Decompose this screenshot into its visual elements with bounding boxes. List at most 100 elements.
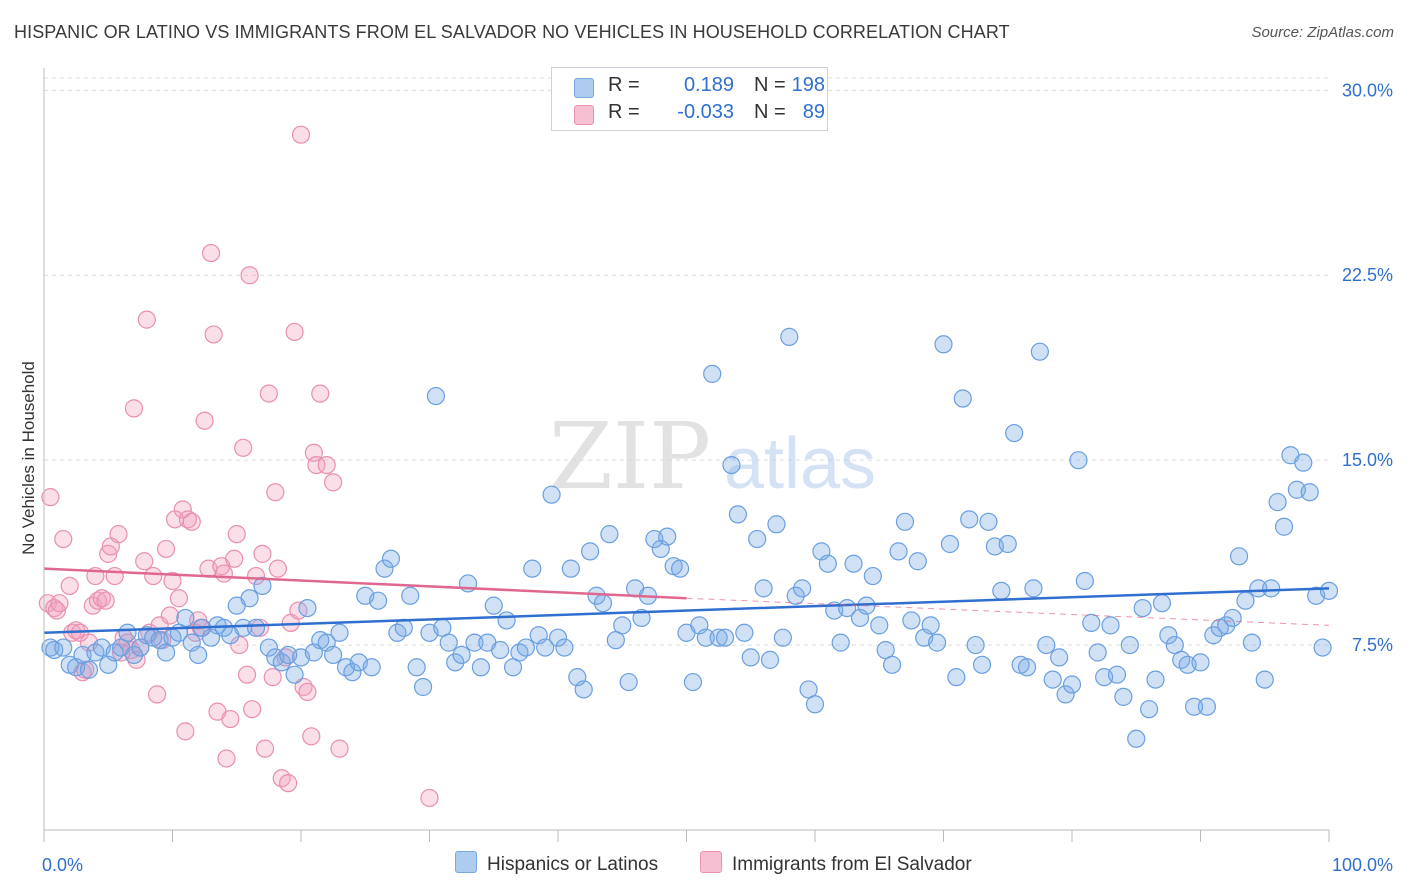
data-point-immigrants — [176, 722, 195, 741]
data-point-hispanics — [587, 586, 606, 605]
data-point-hispanics — [381, 549, 401, 568]
data-point-hispanics — [947, 668, 966, 687]
legend-r-label: R = — [608, 101, 640, 123]
data-point-hispanics — [446, 653, 465, 672]
data-point-hispanics — [234, 618, 253, 637]
data-point-hispanics — [1313, 638, 1332, 657]
data-point-immigrants — [204, 325, 223, 344]
data-point-immigrants — [291, 125, 311, 144]
data-point-hispanics — [452, 645, 471, 665]
data-point-hispanics — [324, 645, 343, 665]
data-point-hispanics — [1050, 648, 1069, 667]
data-point-hispanics — [240, 589, 259, 608]
data-point-hispanics — [536, 638, 555, 657]
data-point-hispanics — [1069, 451, 1088, 470]
data-point-immigrants — [124, 399, 144, 418]
data-point-hispanics — [298, 598, 317, 618]
data-point-hispanics — [1319, 581, 1339, 600]
data-point-immigrants — [60, 576, 79, 596]
data-point-hispanics — [561, 559, 580, 578]
data-point-hispanics — [741, 648, 760, 667]
data-point-hispanics — [1101, 616, 1120, 635]
data-point-immigrants — [137, 310, 156, 329]
data-point-hispanics — [1075, 571, 1094, 591]
data-point-hispanics — [1242, 633, 1262, 652]
watermark-zip: ZIP — [549, 403, 711, 510]
data-point-hispanics — [966, 635, 985, 655]
data-point-hispanics — [176, 608, 195, 628]
data-point-hispanics — [831, 633, 850, 652]
data-point-immigrants — [266, 483, 285, 502]
data-point-hispanics — [246, 618, 266, 637]
data-point-immigrants — [135, 552, 154, 571]
data-point-hispanics — [497, 611, 516, 630]
data-point-hispanics — [375, 559, 394, 578]
axes: 0.0% 100.0% — [42, 68, 1393, 875]
data-point-hispanics — [793, 579, 812, 598]
legend-n-label: N = — [754, 74, 786, 96]
trend-lines — [43, 567, 1330, 635]
x-tick-label: 0.0% — [42, 855, 83, 875]
legend-swatch-pink — [574, 105, 594, 125]
data-point-hispanics — [1062, 675, 1082, 694]
data-point-hispanics — [940, 534, 960, 554]
data-point-hispanics — [1005, 423, 1024, 443]
bottom-legend-label: Immigrants from El Salvador — [732, 854, 972, 875]
data-point-hispanics — [272, 653, 291, 672]
data-point-hispanics — [908, 552, 927, 571]
data-point-hispanics — [760, 650, 780, 669]
data-point-hispanics — [1152, 594, 1172, 613]
data-point-hispanics — [613, 616, 632, 635]
data-point-hispanics — [394, 618, 413, 637]
data-point-immigrants — [217, 749, 236, 768]
data-point-hispanics — [1107, 665, 1127, 684]
data-point-hispanics — [1262, 579, 1281, 598]
data-point-hispanics — [658, 527, 677, 546]
data-point-hispanics — [979, 512, 998, 531]
data-point-immigrants — [279, 774, 298, 793]
data-point-immigrants — [105, 566, 124, 586]
data-point-hispanics — [542, 485, 561, 504]
data-point-hispanics — [1133, 598, 1152, 618]
chart-source: Source: ZipAtlas.com — [1251, 24, 1394, 41]
data-point-hispanics — [889, 542, 908, 561]
data-point-hispanics — [767, 515, 786, 534]
data-point-hispanics — [491, 640, 510, 660]
legend-swatch-blue — [574, 78, 594, 98]
data-point-hispanics — [1088, 643, 1107, 662]
data-point-hispanics — [934, 335, 953, 354]
y-tick-label: 7.5% — [1352, 635, 1393, 655]
data-point-immigrants — [160, 606, 180, 625]
data-point-hispanics — [696, 628, 715, 647]
data-point-hispanics — [79, 660, 99, 679]
watermark-atlas: atlas — [724, 424, 876, 504]
data-point-immigrants — [144, 566, 163, 586]
data-point-hispanics — [863, 566, 882, 586]
bottom-legend-hispanics: Hispanics or Latinos — [455, 851, 658, 876]
data-point-hispanics — [715, 628, 735, 647]
data-point-immigrants — [307, 455, 326, 475]
data-point-immigrants — [96, 591, 115, 610]
data-point-hispanics — [786, 586, 805, 605]
data-point-hispanics — [343, 663, 362, 682]
data-point-hispanics — [1236, 591, 1255, 610]
data-point-hispanics — [998, 534, 1017, 554]
data-point-hispanics — [516, 638, 535, 657]
data-point-hispanics — [1300, 483, 1319, 502]
data-point-immigrants — [237, 665, 257, 684]
data-point-immigrants — [201, 243, 221, 263]
data-point-immigrants — [50, 594, 69, 613]
y-tick-label: 30.0% — [1342, 80, 1393, 100]
data-point-hispanics — [1017, 658, 1037, 677]
trend-line-immigrants — [43, 567, 687, 600]
data-point-hispanics — [780, 327, 799, 346]
data-point-hispanics — [1184, 697, 1204, 716]
data-point-hispanics — [253, 576, 272, 596]
data-point-immigrants — [268, 559, 287, 578]
data-point-hispanics — [972, 655, 992, 674]
data-point-hispanics — [773, 628, 792, 647]
data-point-hispanics — [574, 680, 593, 699]
legend-n-value: 89 — [802, 101, 825, 123]
data-point-immigrants — [420, 788, 439, 808]
data-point-hispanics — [805, 695, 825, 714]
